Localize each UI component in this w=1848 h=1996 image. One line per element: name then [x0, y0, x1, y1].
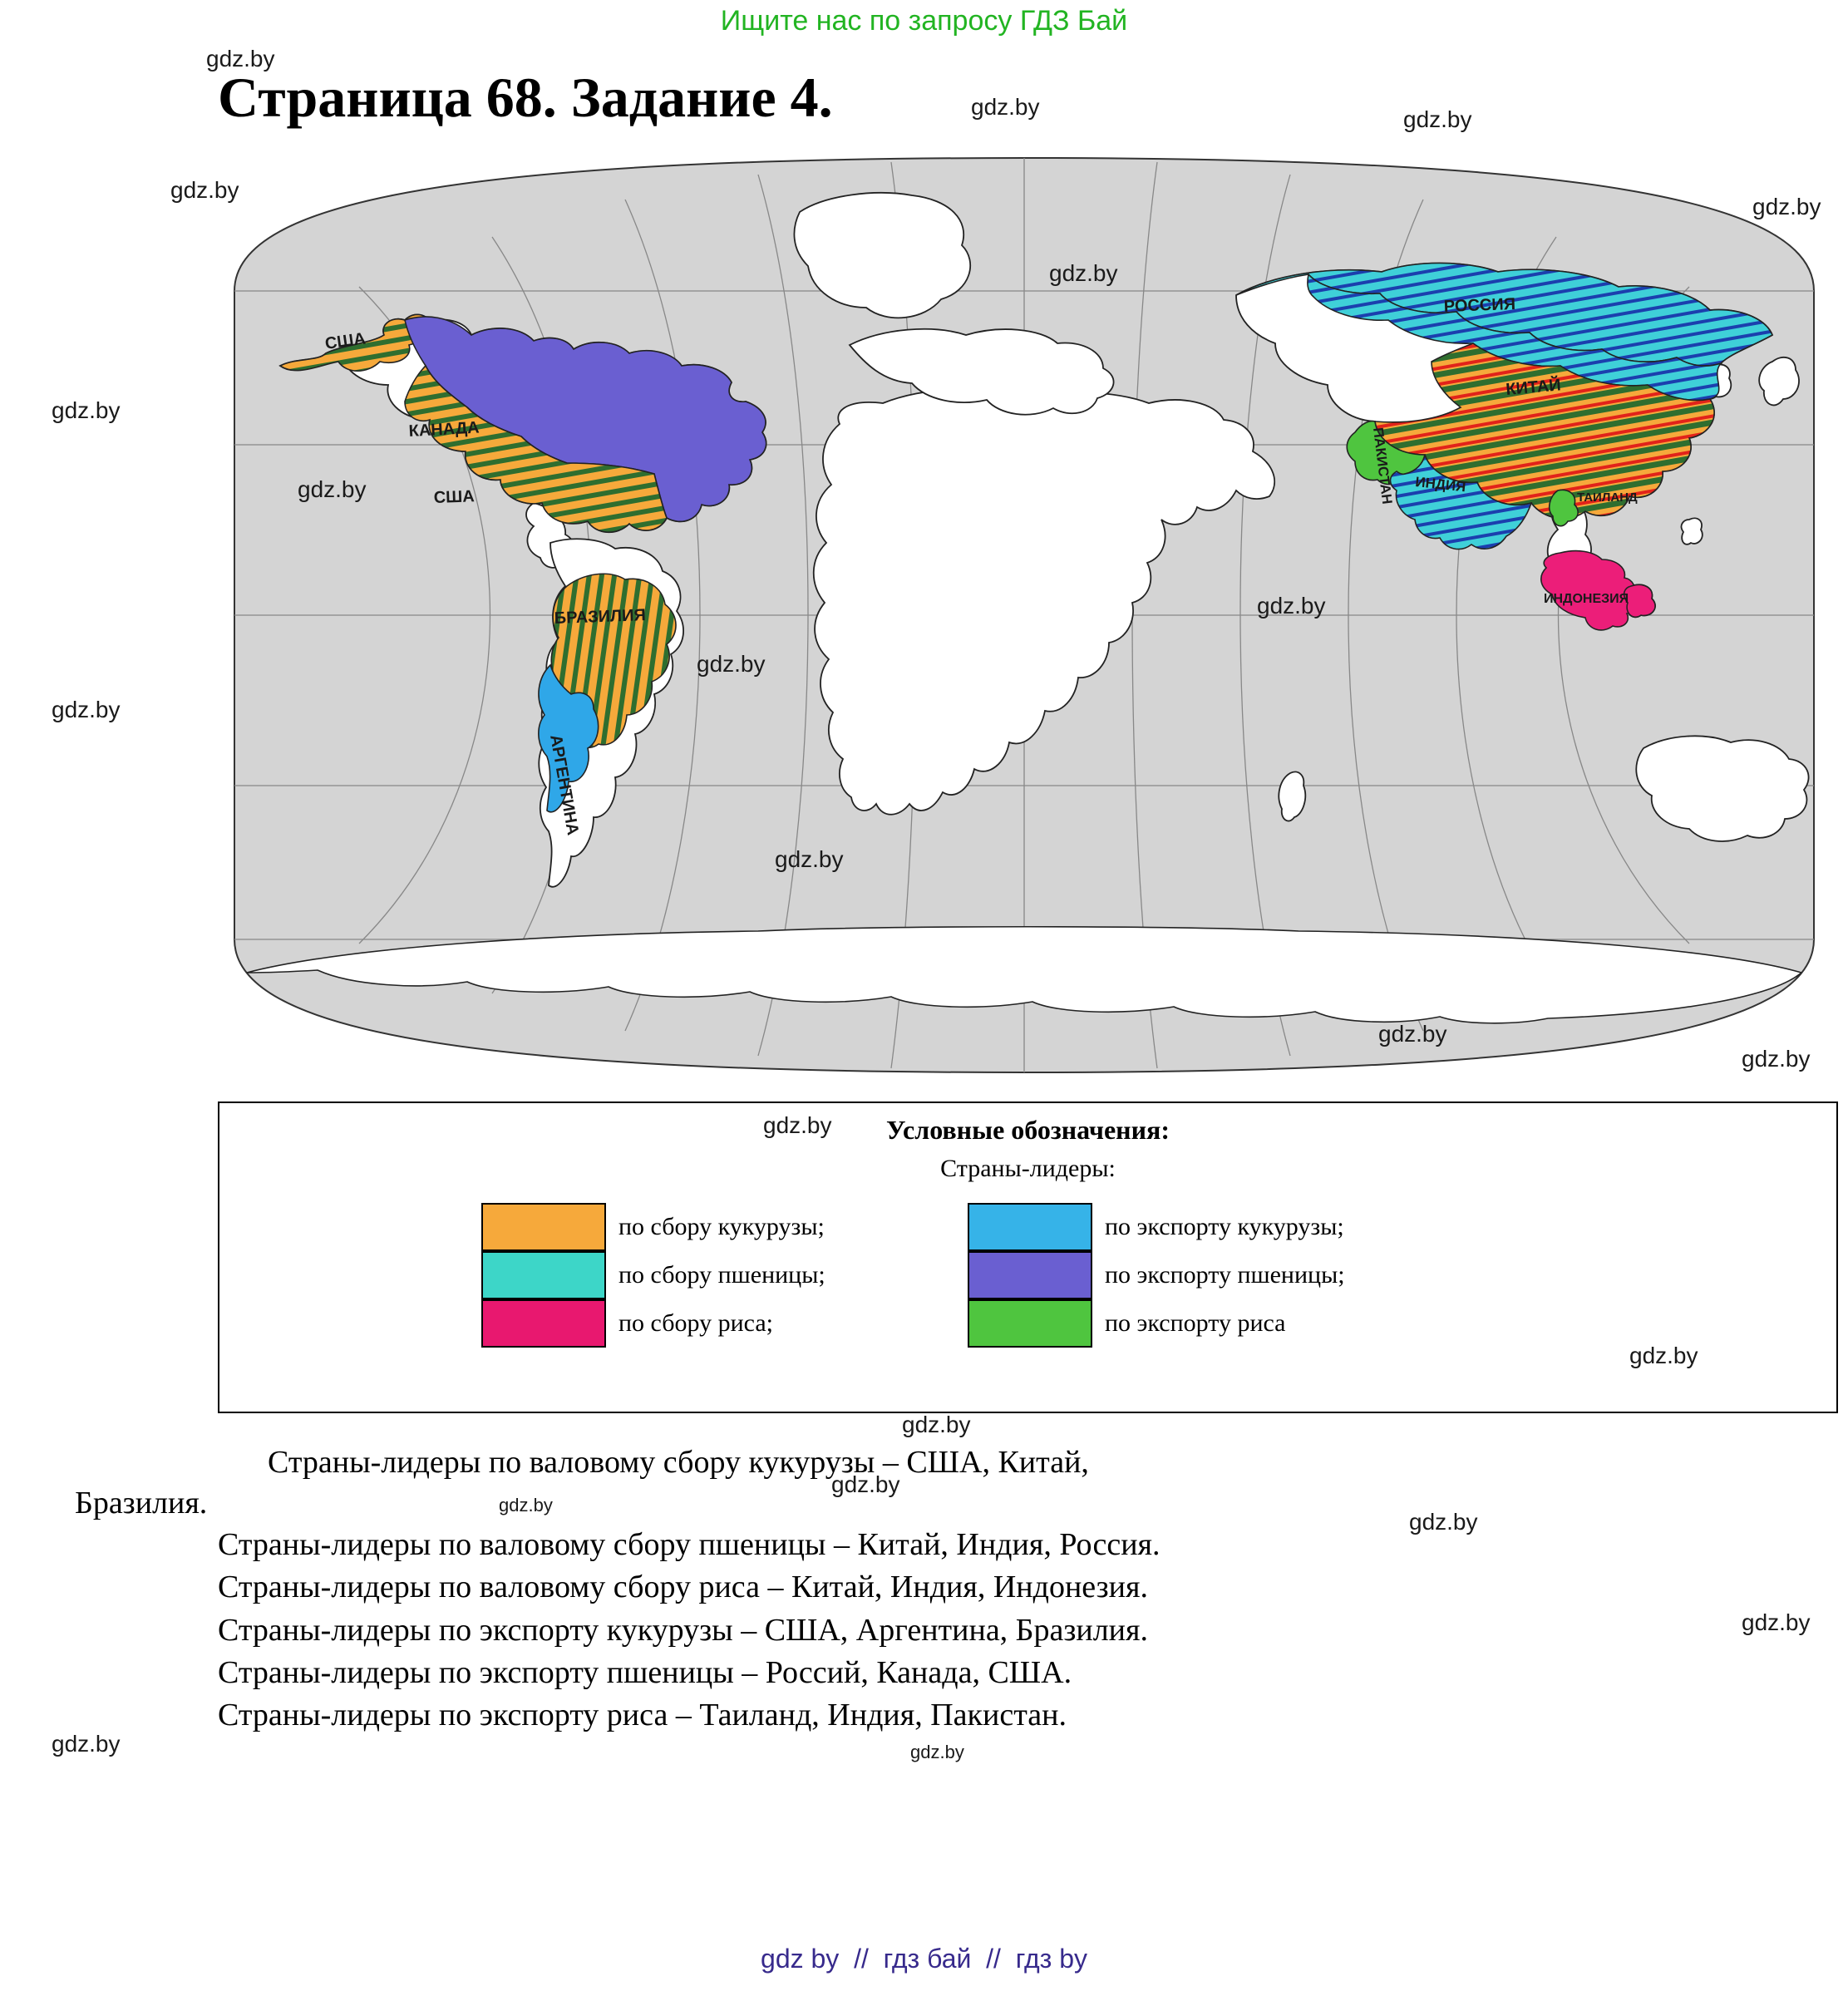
svg-text:ТАИЛАНД: ТАИЛАНД	[1577, 490, 1638, 505]
svg-text:РОССИЯ: РОССИЯ	[1443, 295, 1515, 316]
svg-text:США: США	[433, 487, 475, 507]
svg-text:КАНАДА: КАНАДА	[408, 419, 480, 441]
svg-text:БРАЗИЛИЯ: БРАЗИЛИЯ	[554, 606, 646, 628]
svg-text:ИНДОНЕЗИЯ: ИНДОНЕЗИЯ	[1544, 592, 1629, 606]
